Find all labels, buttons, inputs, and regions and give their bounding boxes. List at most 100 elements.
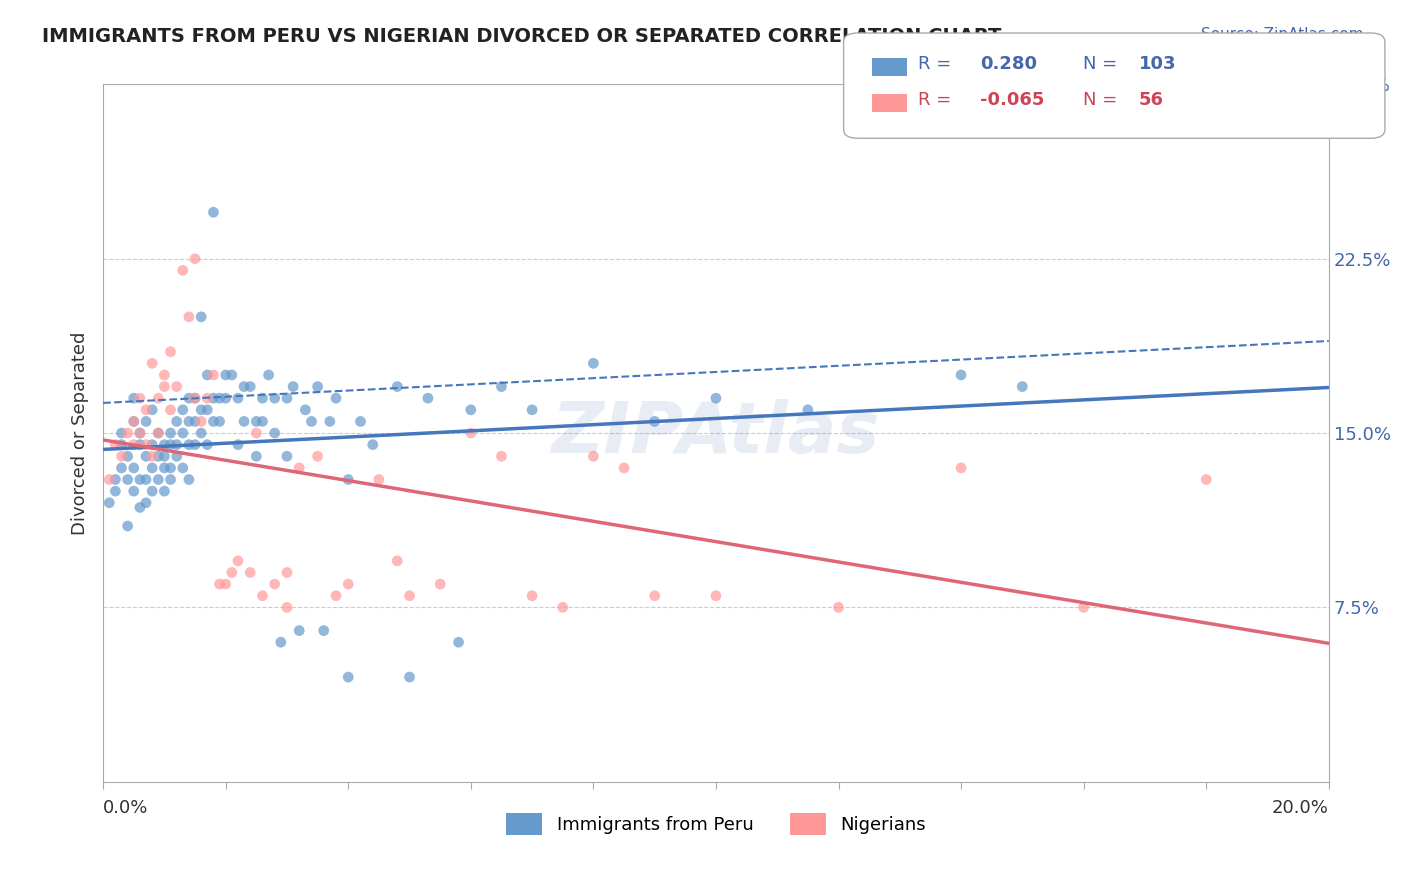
Text: N =: N = bbox=[1083, 55, 1116, 73]
Point bbox=[153, 450, 176, 464]
Point bbox=[172, 425, 194, 440]
Point bbox=[398, 670, 420, 684]
Point bbox=[159, 438, 181, 452]
Point bbox=[129, 425, 152, 440]
Point bbox=[148, 473, 170, 487]
Point bbox=[270, 635, 292, 649]
Point bbox=[159, 461, 181, 475]
Point bbox=[172, 461, 194, 475]
Point bbox=[166, 414, 188, 428]
Text: IMMIGRANTS FROM PERU VS NIGERIAN DIVORCED OR SEPARATED CORRELATION CHART: IMMIGRANTS FROM PERU VS NIGERIAN DIVORCE… bbox=[42, 27, 1001, 45]
Point bbox=[398, 589, 420, 603]
Point bbox=[704, 391, 727, 405]
Point bbox=[263, 577, 285, 591]
Text: 103: 103 bbox=[1139, 55, 1177, 73]
Point bbox=[263, 391, 285, 405]
Point bbox=[129, 391, 152, 405]
Point bbox=[491, 450, 513, 464]
Point bbox=[153, 484, 176, 499]
Point bbox=[177, 310, 200, 324]
Point bbox=[613, 461, 636, 475]
Point bbox=[110, 461, 132, 475]
Text: R =: R = bbox=[918, 91, 952, 109]
Point bbox=[110, 425, 132, 440]
Point bbox=[184, 414, 207, 428]
Point bbox=[1011, 379, 1033, 393]
Point bbox=[117, 425, 139, 440]
Point bbox=[135, 414, 157, 428]
Point bbox=[257, 368, 280, 382]
Point bbox=[239, 379, 262, 393]
Point bbox=[202, 368, 225, 382]
Point bbox=[166, 438, 188, 452]
Point bbox=[520, 402, 543, 417]
Point bbox=[239, 566, 262, 580]
Point bbox=[184, 252, 207, 266]
Point bbox=[122, 461, 145, 475]
Point bbox=[276, 450, 298, 464]
Text: R =: R = bbox=[918, 55, 952, 73]
Point bbox=[245, 414, 267, 428]
Point bbox=[288, 461, 311, 475]
Text: ZIPAtlas: ZIPAtlas bbox=[551, 399, 880, 467]
Point bbox=[520, 589, 543, 603]
Point bbox=[349, 414, 371, 428]
Point bbox=[184, 391, 207, 405]
Point bbox=[252, 414, 274, 428]
Legend: Immigrants from Peru, Nigerians: Immigrants from Peru, Nigerians bbox=[499, 805, 934, 842]
Point bbox=[122, 414, 145, 428]
Point bbox=[122, 391, 145, 405]
Point bbox=[221, 368, 243, 382]
Point bbox=[252, 391, 274, 405]
Text: N =: N = bbox=[1083, 91, 1116, 109]
Text: Source: ZipAtlas.com: Source: ZipAtlas.com bbox=[1201, 27, 1364, 42]
Point bbox=[337, 670, 360, 684]
Point bbox=[644, 414, 666, 428]
Point bbox=[208, 391, 231, 405]
Point bbox=[276, 566, 298, 580]
Point bbox=[148, 425, 170, 440]
Point bbox=[202, 414, 225, 428]
Point bbox=[177, 391, 200, 405]
Point bbox=[312, 624, 335, 638]
Point bbox=[367, 473, 389, 487]
Point bbox=[950, 461, 973, 475]
Point bbox=[190, 414, 212, 428]
Point bbox=[281, 379, 304, 393]
Point bbox=[307, 379, 329, 393]
Point bbox=[582, 356, 605, 370]
Point bbox=[195, 368, 218, 382]
Text: 0.280: 0.280 bbox=[980, 55, 1038, 73]
Point bbox=[190, 310, 212, 324]
Point bbox=[122, 414, 145, 428]
Point bbox=[797, 402, 820, 417]
Point bbox=[141, 402, 163, 417]
Point bbox=[202, 391, 225, 405]
Point bbox=[429, 577, 451, 591]
Point bbox=[226, 438, 249, 452]
Point bbox=[135, 438, 157, 452]
Point bbox=[135, 496, 157, 510]
Point bbox=[447, 635, 470, 649]
Point bbox=[827, 600, 849, 615]
Point bbox=[416, 391, 439, 405]
Point bbox=[208, 577, 231, 591]
Y-axis label: Divorced or Separated: Divorced or Separated bbox=[72, 331, 89, 534]
Text: -0.065: -0.065 bbox=[980, 91, 1045, 109]
Point bbox=[153, 379, 176, 393]
Point bbox=[172, 402, 194, 417]
Point bbox=[110, 450, 132, 464]
Point bbox=[319, 414, 342, 428]
Point bbox=[129, 500, 152, 515]
Point bbox=[177, 438, 200, 452]
Point bbox=[491, 379, 513, 393]
Point bbox=[122, 438, 145, 452]
Point bbox=[166, 450, 188, 464]
Point bbox=[215, 391, 238, 405]
Point bbox=[190, 402, 212, 417]
Text: 0.0%: 0.0% bbox=[103, 799, 149, 817]
Point bbox=[141, 438, 163, 452]
Point bbox=[195, 391, 218, 405]
Point bbox=[172, 263, 194, 277]
Point bbox=[1195, 473, 1218, 487]
